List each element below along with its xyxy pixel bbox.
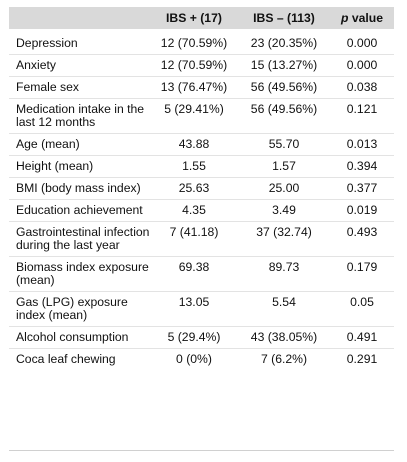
- row-label: Gastrointestinal infection during the la…: [9, 221, 150, 257]
- table-row: Education achievement 4.35 3.49 0.019: [9, 199, 394, 222]
- cell-ibs-positive: 1.55: [150, 155, 238, 178]
- cell-p-value: 0.019: [330, 199, 394, 222]
- cell-ibs-negative: 55.70: [238, 133, 330, 156]
- cell-ibs-positive: 12 (70.59%): [150, 54, 238, 77]
- table-row: Gastrointestinal infection during the la…: [9, 221, 394, 257]
- cell-ibs-positive: 43.88: [150, 133, 238, 156]
- header-p-rest: value: [348, 10, 383, 25]
- cell-ibs-positive: 4.35: [150, 199, 238, 222]
- cell-ibs-negative: 3.49: [238, 199, 330, 222]
- cell-ibs-negative: 89.73: [238, 256, 330, 292]
- header-label: [9, 7, 150, 29]
- cell-ibs-positive: 69.38: [150, 256, 238, 292]
- row-label: Female sex: [9, 76, 150, 99]
- table-header: IBS + (17) IBS – (113) p value: [9, 7, 394, 29]
- row-label: Biomass index exposure (mean): [9, 256, 150, 292]
- header-ibs-positive: IBS + (17): [150, 7, 238, 29]
- cell-p-value: 0.491: [330, 326, 394, 349]
- table-body: Depression 12 (70.59%) 23 (20.35%) 0.000 Anx…: [9, 29, 394, 372]
- cell-ibs-positive: 13.05: [150, 291, 238, 327]
- results-table: IBS + (17) IBS – (113) p value Depressio…: [9, 7, 394, 372]
- row-label: Depression: [9, 29, 150, 55]
- row-label: Anxiety: [9, 54, 150, 77]
- cell-ibs-positive: 5 (29.41%): [150, 98, 238, 134]
- cell-p-value: 0.179: [330, 256, 394, 292]
- header-p-value: p value: [330, 7, 394, 29]
- cell-p-value: 0.05: [330, 291, 394, 327]
- cell-ibs-positive: 7 (41.18): [150, 221, 238, 257]
- table-row: Anxiety 12 (70.59%) 15 (13.27%) 0.000: [9, 54, 394, 77]
- cell-ibs-negative: 56 (49.56%): [238, 76, 330, 99]
- row-label: Height (mean): [9, 155, 150, 178]
- cell-p-value: 0.291: [346, 352, 378, 366]
- cell-ibs-negative: 15 (13.27%): [238, 54, 330, 77]
- cell-ibs-negative: 43 (38.05%): [238, 326, 330, 349]
- table-row: Age (mean) 43.88 55.70 0.013: [9, 133, 394, 156]
- table-row: Biomass index exposure (mean) 69.38 89.73 0…: [9, 256, 394, 292]
- header-p-italic: p: [340, 10, 349, 25]
- cell-p-value: 0.000: [330, 29, 394, 55]
- cell-p-value: 0.394: [330, 155, 394, 178]
- cell-p-value: 0.000: [330, 54, 394, 77]
- table-row: Coca leaf chewing 0 (0%) 7 (6.2%) 0.291: [9, 349, 394, 373]
- row-label: BMI (body mass index): [9, 177, 150, 200]
- cell-ibs-negative: 7 (6.2%): [260, 352, 308, 366]
- cell-p-value: 0.493: [330, 221, 394, 257]
- cell-ibs-negative: 56 (49.56%): [238, 98, 330, 134]
- cell-ibs-positive: 5 (29.4%): [150, 326, 238, 349]
- table-row: Gas (LPG) exposure index (mean) 13.05 5.54…: [9, 291, 394, 327]
- row-label: Coca leaf chewing: [16, 352, 116, 366]
- cell-p-value: 0.377: [330, 177, 394, 200]
- table-row: Height (mean) 1.55 1.57 0.394: [9, 155, 394, 178]
- header-ibs-negative: IBS – (113): [238, 7, 330, 29]
- cell-ibs-negative: 37 (32.74): [238, 221, 330, 257]
- row-label: Medication intake in the last 12 months: [9, 98, 150, 134]
- cell-ibs-positive: 0 (0%): [176, 352, 212, 366]
- row-label: Education achievement: [9, 199, 150, 222]
- cell-ibs-positive: 12 (70.59%): [150, 29, 238, 55]
- cell-ibs-positive: 13 (76.47%): [150, 76, 238, 99]
- cell-p-value: 0.121: [330, 98, 394, 134]
- cell-ibs-negative: 23 (20.35%): [238, 29, 330, 55]
- cell-ibs-negative: 5.54: [238, 291, 330, 327]
- row-label: Alcohol consumption: [9, 326, 150, 349]
- table-row: Alcohol consumption 5 (29.4%) 43 (38.05%) 0…: [9, 326, 394, 349]
- table-row: Medication intake in the last 12 months 5…: [9, 98, 394, 134]
- row-label: Gas (LPG) exposure index (mean): [9, 291, 150, 327]
- row-label: Age (mean): [9, 133, 150, 156]
- cell-ibs-negative: 25.00: [238, 177, 330, 200]
- header-row: IBS + (17) IBS – (113) p value: [9, 7, 394, 29]
- table-row: Depression 12 (70.59%) 23 (20.35%) 0.000: [9, 29, 394, 55]
- cell-p-value: 0.013: [330, 133, 394, 156]
- cell-p-value: 0.038: [330, 76, 394, 99]
- cell-ibs-positive: 25.63: [150, 177, 238, 200]
- table-row: BMI (body mass index) 25.63 25.00 0.377: [9, 177, 394, 200]
- table-bottom-rule: [9, 450, 394, 451]
- table-row: Female sex 13 (76.47%) 56 (49.56%) 0.038: [9, 76, 394, 99]
- cell-ibs-negative: 1.57: [238, 155, 330, 178]
